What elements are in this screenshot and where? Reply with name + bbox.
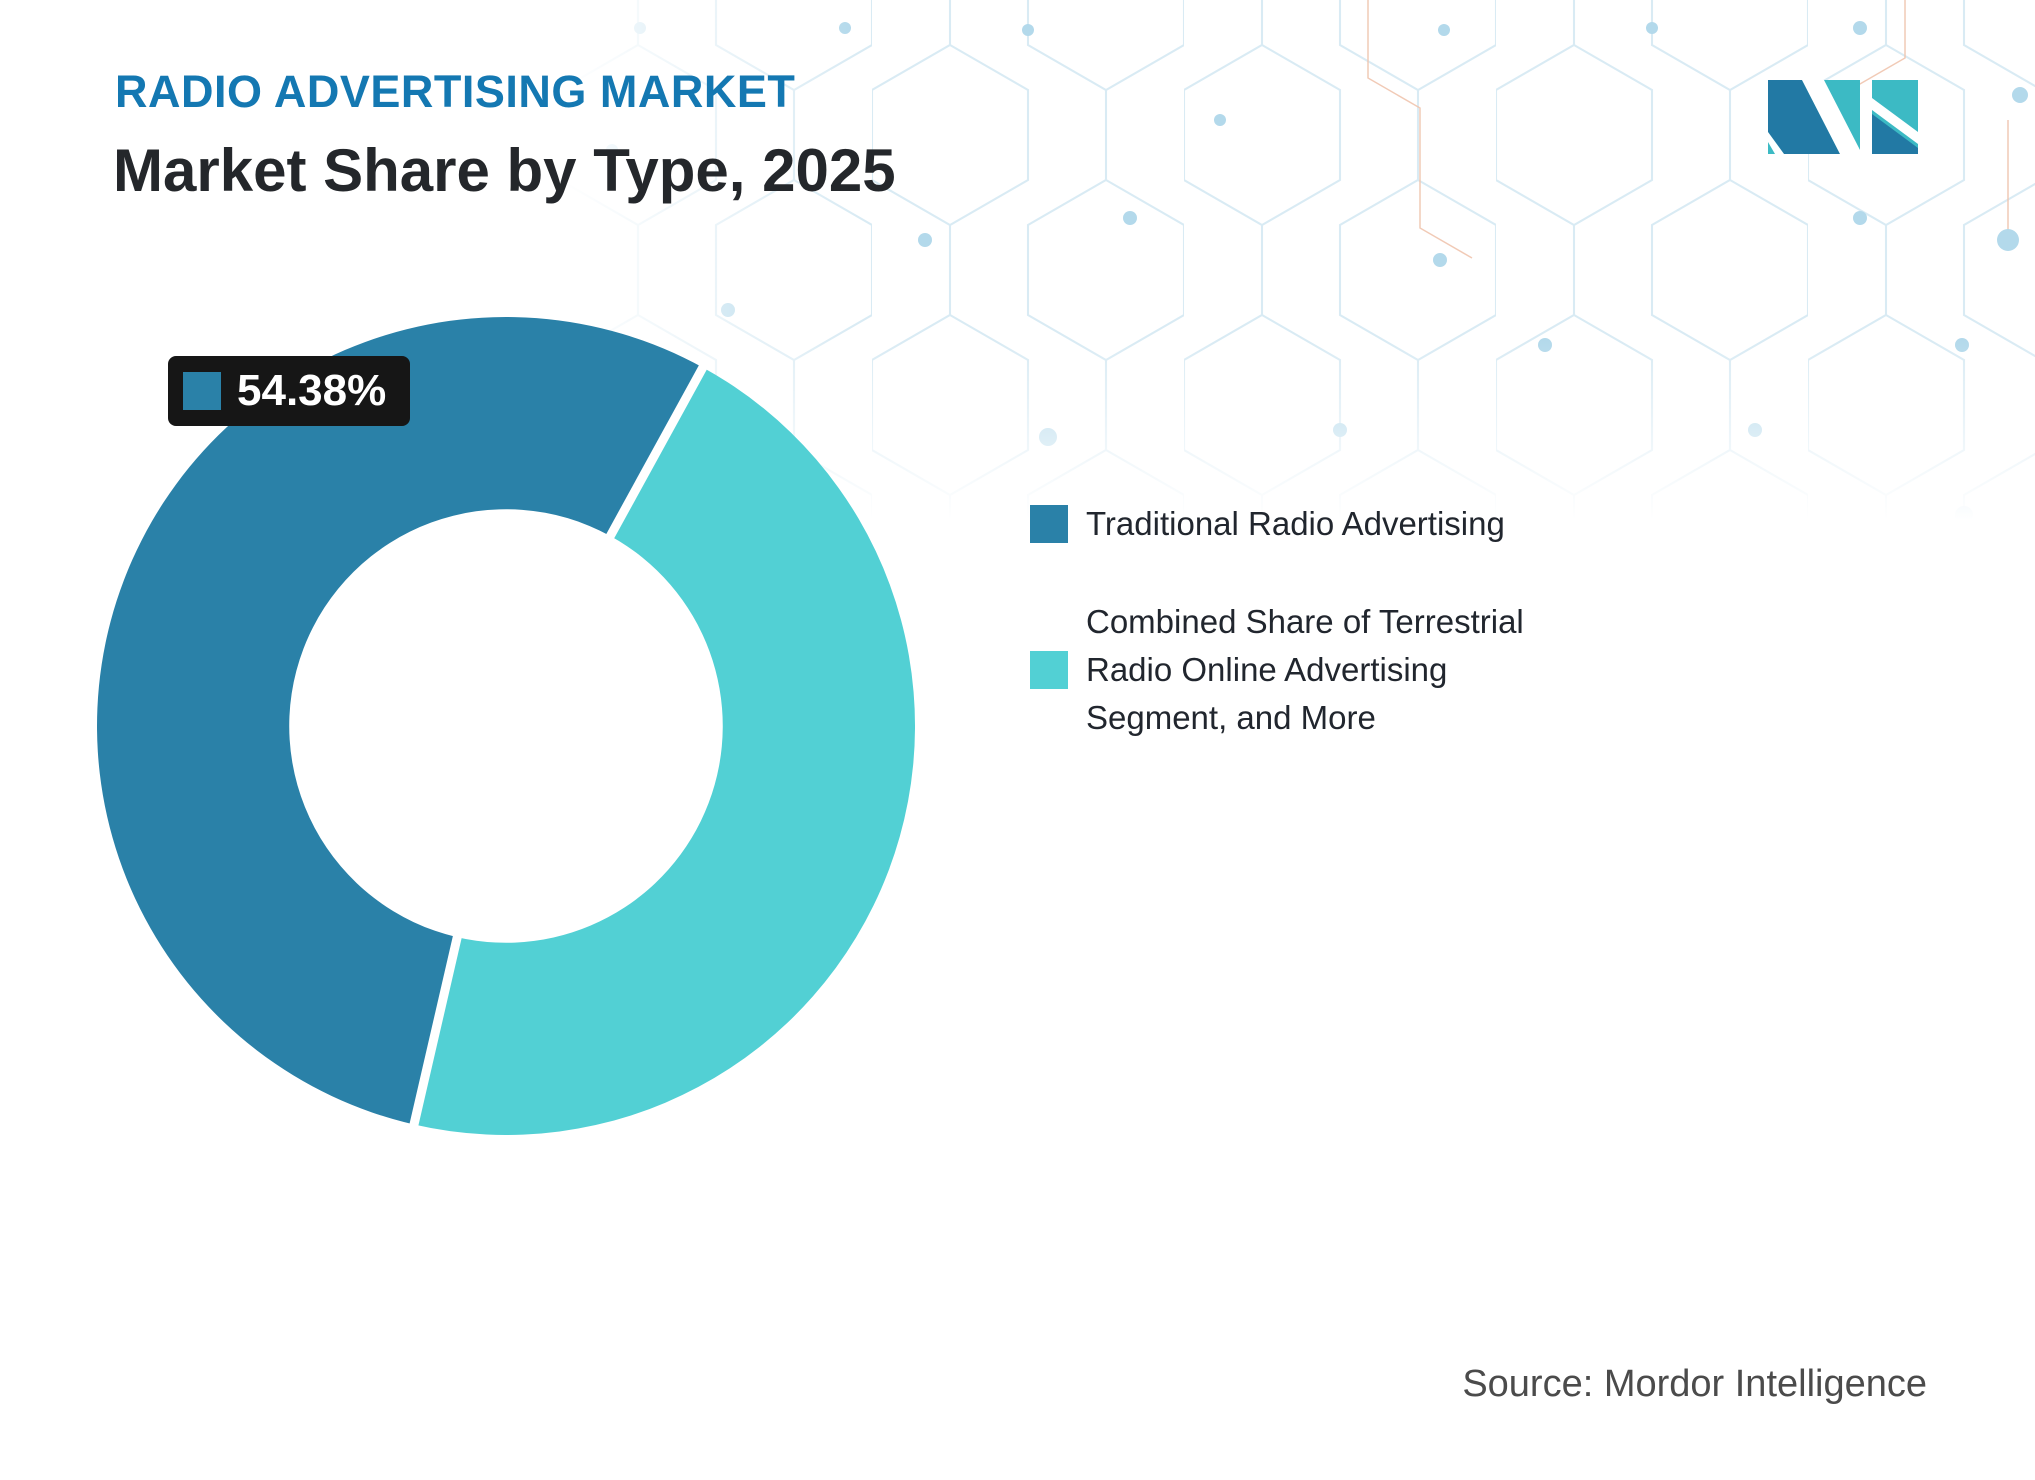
callout-badge: 54.38% <box>168 356 411 426</box>
callout-value: 54.38% <box>237 366 387 415</box>
slice-divider <box>408 933 463 1129</box>
legend-item-label: Traditional Radio Advertising <box>1086 505 1505 542</box>
slice-divider <box>604 362 709 541</box>
legend-swatch-icon <box>1030 504 1068 543</box>
donut-chart <box>97 317 916 1136</box>
page-title: Market Share by Type, 2025 <box>113 137 896 204</box>
legend-item-online: Combined Share of Terrestrial Radio Onli… <box>1030 598 1630 742</box>
donut-slice-0 <box>97 317 703 1125</box>
callout-swatch-icon <box>183 372 221 410</box>
legend-item-label: Combined Share of Terrestrial Radio Onli… <box>1086 602 1524 736</box>
logo-right-block <box>1872 80 1918 154</box>
legend-swatch-icon <box>1030 650 1068 689</box>
legend-item-traditional: Traditional Radio Advertising <box>1030 500 1630 548</box>
mordor-intelligence-logo-icon <box>1768 80 1918 154</box>
donut-slice-1 <box>414 367 916 1136</box>
source-note: Source: Mordor Intelligence <box>1462 1363 1927 1405</box>
legend: Traditional Radio Advertising Combined S… <box>1030 500 1630 791</box>
logo-left-block <box>1768 80 1860 154</box>
page-kicker: RADIO ADVERTISING MARKET <box>115 66 796 117</box>
